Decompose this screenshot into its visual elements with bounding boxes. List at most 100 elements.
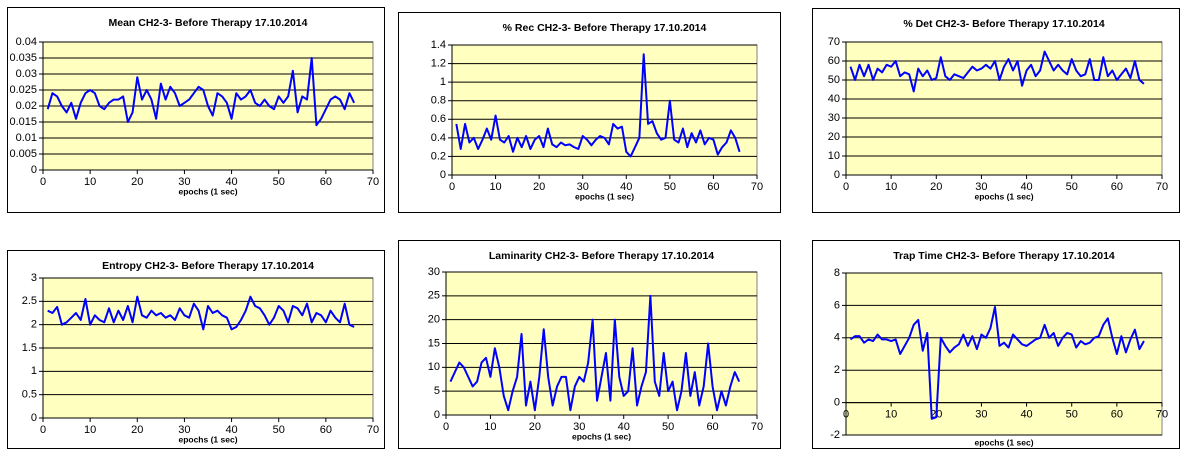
x-tick-label: 60 bbox=[706, 421, 718, 433]
x-tick-label: 10 bbox=[489, 181, 501, 193]
data-line bbox=[46, 57, 356, 127]
y-tick-label: 2.5 bbox=[22, 295, 37, 307]
x-tick-label: 70 bbox=[367, 424, 379, 436]
x-tick-label: 30 bbox=[178, 424, 190, 436]
y-tick-label: 20 bbox=[828, 131, 840, 143]
x-tick-label: 70 bbox=[1156, 409, 1168, 421]
x-tick-label: 40 bbox=[225, 176, 237, 188]
x-tick-label: 40 bbox=[1020, 181, 1032, 193]
x-tick-label: 70 bbox=[367, 176, 379, 188]
x-tick-label: 20 bbox=[131, 424, 143, 436]
chart-title: Mean CH2-3- Before Therapy 17.10.2014 bbox=[108, 17, 307, 29]
x-tick-label: 10 bbox=[885, 181, 897, 193]
y-tick-label: 3 bbox=[31, 272, 37, 284]
x-axis-label: epochs (1 sec) bbox=[974, 437, 1033, 447]
y-tick-label: 0.015 bbox=[9, 116, 37, 128]
y-tick-label: 10 bbox=[828, 150, 840, 162]
y-tick-label: 0 bbox=[434, 409, 440, 421]
x-tick-label: 50 bbox=[1066, 409, 1078, 421]
plot-area bbox=[845, 272, 1163, 436]
x-tick-label: 40 bbox=[1020, 409, 1032, 421]
x-axis-label: epochs (1 sec) bbox=[575, 191, 634, 201]
y-tick-label: 25 bbox=[428, 290, 440, 302]
x-tick-label: 10 bbox=[885, 409, 897, 421]
x-tick-label: 30 bbox=[178, 176, 190, 188]
x-tick-label: 60 bbox=[707, 181, 719, 193]
x-tick-label: 70 bbox=[751, 181, 763, 193]
y-tick-label: 0.005 bbox=[9, 148, 37, 160]
x-tick-label: 50 bbox=[662, 421, 674, 433]
x-axis-label: epochs (1 sec) bbox=[572, 431, 631, 441]
x-tick-label: 30 bbox=[975, 409, 987, 421]
y-tick-label: 1.2 bbox=[431, 57, 446, 69]
x-axis-label: epochs (1 sec) bbox=[178, 186, 237, 196]
y-tick-label: 40 bbox=[828, 93, 840, 105]
y-tick-label: 0.035 bbox=[9, 52, 37, 64]
plot-area bbox=[845, 41, 1163, 176]
x-tick-label: 60 bbox=[1111, 181, 1123, 193]
data-line bbox=[449, 294, 741, 412]
x-tick-label: 0 bbox=[843, 181, 849, 193]
x-tick-label: 50 bbox=[273, 424, 285, 436]
x-tick-label: 20 bbox=[529, 421, 541, 433]
y-tick-label: 6 bbox=[834, 299, 840, 311]
x-tick-label: 20 bbox=[930, 181, 942, 193]
x-tick-label: 50 bbox=[664, 181, 676, 193]
y-tick-label: 1.4 bbox=[431, 39, 446, 51]
y-tick-label: 1 bbox=[440, 76, 446, 88]
y-tick-label: 0.8 bbox=[431, 95, 446, 107]
y-tick-label: 70 bbox=[828, 36, 840, 48]
data-line bbox=[849, 50, 1145, 93]
x-tick-label: 40 bbox=[620, 181, 632, 193]
y-tick-label: 30 bbox=[828, 112, 840, 124]
x-tick-label: 0 bbox=[40, 176, 46, 188]
chart-title: Laminarity CH2-3- Before Therapy 17.10.2… bbox=[489, 250, 714, 262]
chart-title: Trap Time CH2-3- Before Therapy 17.10.20… bbox=[893, 250, 1115, 262]
x-tick-label: 60 bbox=[320, 176, 332, 188]
y-tick-label: 0 bbox=[440, 169, 446, 181]
y-tick-label: 2 bbox=[834, 364, 840, 376]
x-tick-label: 30 bbox=[577, 181, 589, 193]
y-tick-label: -2 bbox=[830, 429, 840, 441]
y-tick-label: 15 bbox=[428, 337, 440, 349]
x-tick-label: 60 bbox=[1111, 409, 1123, 421]
y-tick-label: 0.6 bbox=[431, 113, 446, 125]
y-tick-label: 0.025 bbox=[9, 84, 37, 96]
x-tick-label: 60 bbox=[320, 424, 332, 436]
x-tick-label: 50 bbox=[1066, 181, 1078, 193]
y-tick-label: 0 bbox=[31, 164, 37, 176]
chart-title: % Rec CH2-3- Before Therapy 17.10.2014 bbox=[503, 22, 707, 34]
y-tick-label: 0 bbox=[834, 397, 840, 409]
y-tick-label: 0 bbox=[834, 169, 840, 181]
y-tick-label: 5 bbox=[434, 385, 440, 397]
y-tick-label: 20 bbox=[428, 314, 440, 326]
x-axis-label: epochs (1 sec) bbox=[178, 434, 237, 444]
x-tick-label: 30 bbox=[573, 421, 585, 433]
y-tick-label: 0.2 bbox=[431, 150, 446, 162]
x-tick-label: 40 bbox=[618, 421, 630, 433]
x-tick-label: 30 bbox=[975, 181, 987, 193]
y-tick-label: 4 bbox=[834, 332, 840, 344]
y-tick-label: 60 bbox=[828, 55, 840, 67]
y-tick-label: 0.4 bbox=[431, 132, 446, 144]
y-tick-label: 2 bbox=[31, 319, 37, 331]
data-line bbox=[455, 53, 741, 158]
data-line bbox=[47, 295, 355, 331]
x-tick-label: 40 bbox=[225, 424, 237, 436]
x-tick-label: 10 bbox=[84, 424, 96, 436]
y-tick-label: 0.02 bbox=[16, 100, 37, 112]
y-tick-label: 1.5 bbox=[22, 342, 37, 354]
y-tick-label: 1 bbox=[31, 365, 37, 377]
x-tick-label: 50 bbox=[273, 176, 285, 188]
x-axis-label: epochs (1 sec) bbox=[974, 191, 1033, 201]
x-tick-label: 70 bbox=[751, 421, 763, 433]
chart-title: % Det CH2-3- Before Therapy 17.10.2014 bbox=[903, 18, 1104, 30]
y-tick-label: 0.5 bbox=[22, 389, 37, 401]
x-tick-label: 20 bbox=[533, 181, 545, 193]
chart-title: Entropy CH2-3- Before Therapy 17.10.2014 bbox=[102, 260, 314, 272]
x-tick-label: 10 bbox=[484, 421, 496, 433]
x-tick-label: 0 bbox=[449, 181, 455, 193]
y-tick-label: 0.04 bbox=[16, 36, 37, 48]
